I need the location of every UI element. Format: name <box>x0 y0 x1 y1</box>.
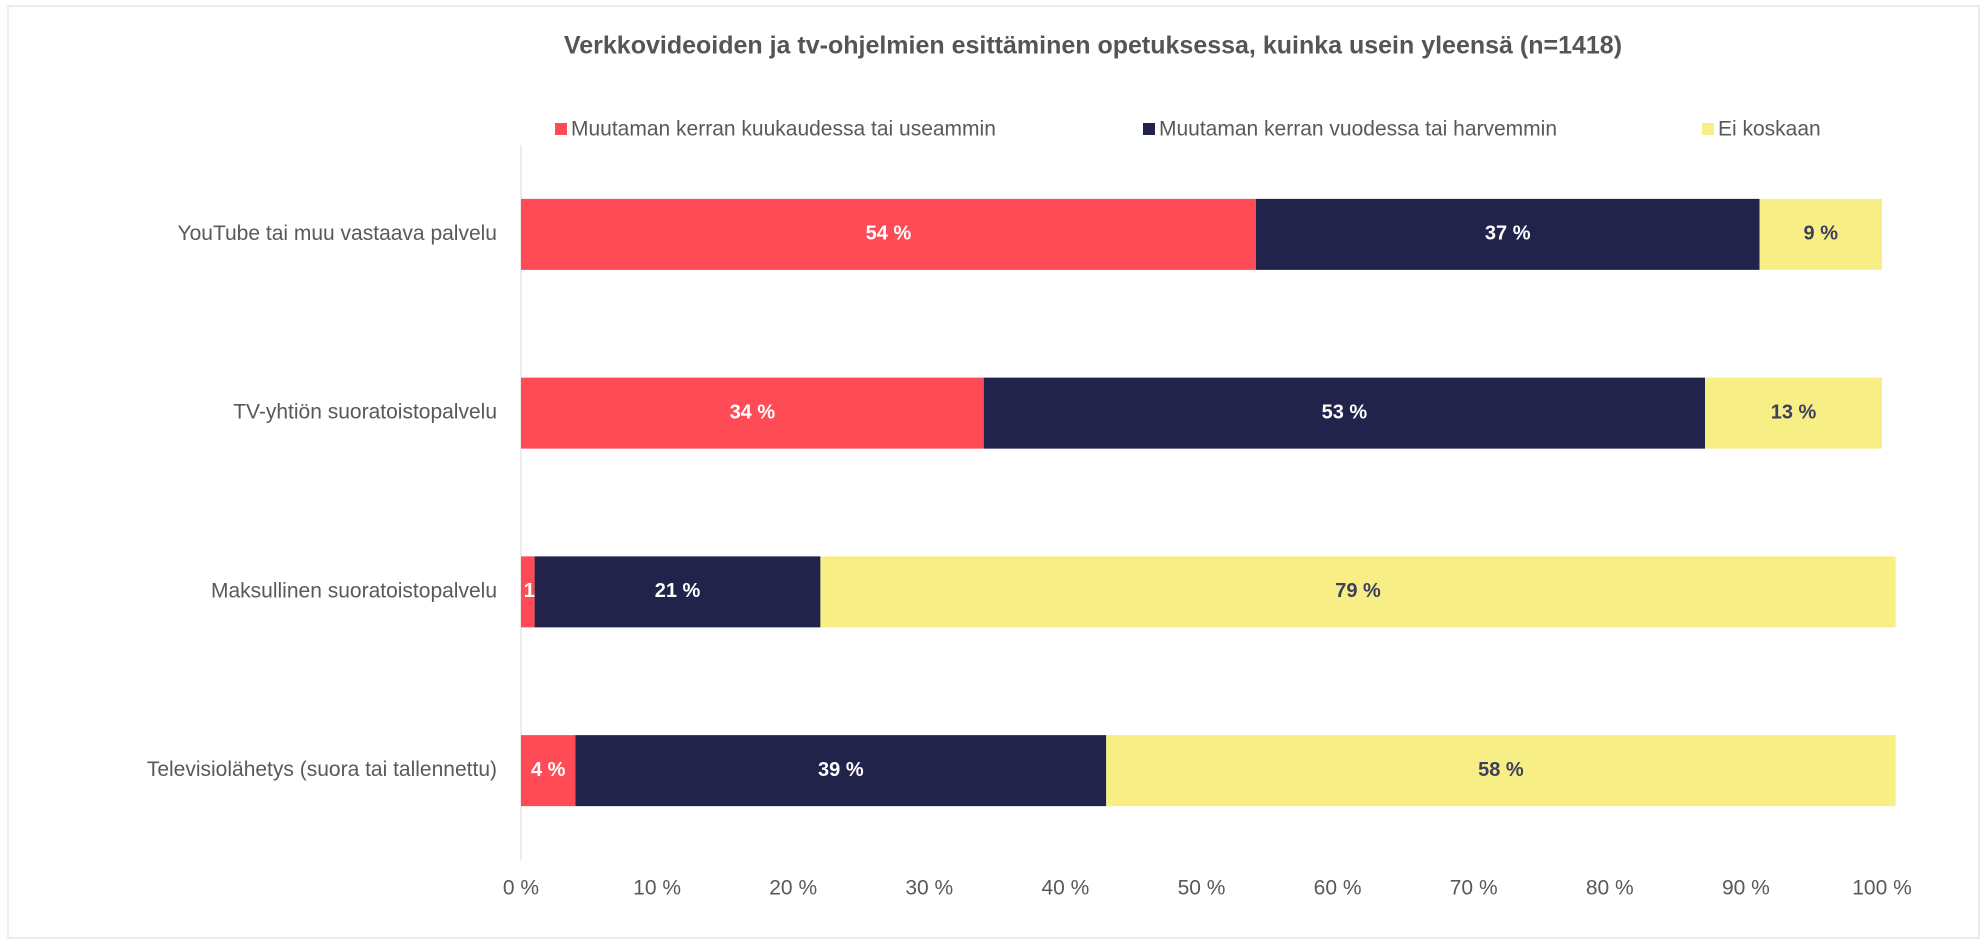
value-label: 13 % <box>1771 401 1817 423</box>
bar-segment <box>820 556 1896 628</box>
bar-segment <box>1106 735 1896 807</box>
bar-segment <box>1705 377 1882 449</box>
value-label: 9 % <box>1804 223 1839 245</box>
bar-segment <box>521 198 1256 270</box>
x-tick-label: 0 % <box>503 877 539 900</box>
value-label: 53 % <box>1322 401 1368 423</box>
value-label: 58 % <box>1478 759 1524 781</box>
legend-swatch <box>1143 123 1155 135</box>
x-tick-label: 80 % <box>1586 877 1634 900</box>
value-label: 21 % <box>655 580 701 602</box>
value-label: 54 % <box>866 223 912 245</box>
bar-segment <box>983 377 1706 449</box>
x-tick-label: 20 % <box>769 877 817 900</box>
bar-segment <box>1759 198 1882 270</box>
value-label: 39 % <box>818 759 864 781</box>
bar-segment <box>534 556 821 628</box>
chart-title: Verkkovideoiden ja tv-ohjelmien esittämi… <box>564 32 1622 60</box>
value-label: 4 % <box>531 759 566 781</box>
value-label: 37 % <box>1485 223 1531 245</box>
legend-swatch <box>555 123 567 135</box>
x-tick-label: 50 % <box>1178 877 1226 900</box>
x-tick-label: 10 % <box>633 877 681 900</box>
value-label: 34 % <box>730 401 776 423</box>
bar-segment <box>575 735 1107 807</box>
bar-segment <box>521 556 535 628</box>
x-tick-label: 30 % <box>905 877 953 900</box>
x-tick-label: 70 % <box>1450 877 1498 900</box>
bar-segment <box>521 735 576 807</box>
category-label: Maksullinen suoratoistopalvelu <box>211 579 497 602</box>
category-label: Televisiolähetys (suora tai tallennettu) <box>147 758 497 781</box>
category-label: TV-yhtiön suoratoistopalvelu <box>233 401 497 424</box>
category-label: YouTube tai muu vastaava palvelu <box>178 222 498 245</box>
legend-label: Muutaman kerran vuodessa tai harvemmin <box>1159 118 1557 141</box>
legend-swatch <box>1702 123 1714 135</box>
x-tick-label: 60 % <box>1314 877 1362 900</box>
x-tick-label: 40 % <box>1041 877 1089 900</box>
x-tick-label: 90 % <box>1722 877 1770 900</box>
bar-segment <box>521 377 984 449</box>
value-label: 79 % <box>1335 580 1381 602</box>
x-tick-label: 100 % <box>1852 877 1912 900</box>
legend-label: Ei koskaan <box>1718 118 1821 141</box>
legend-label: Muutaman kerran kuukaudessa tai useammin <box>571 118 996 141</box>
bar-segment <box>1255 198 1760 270</box>
